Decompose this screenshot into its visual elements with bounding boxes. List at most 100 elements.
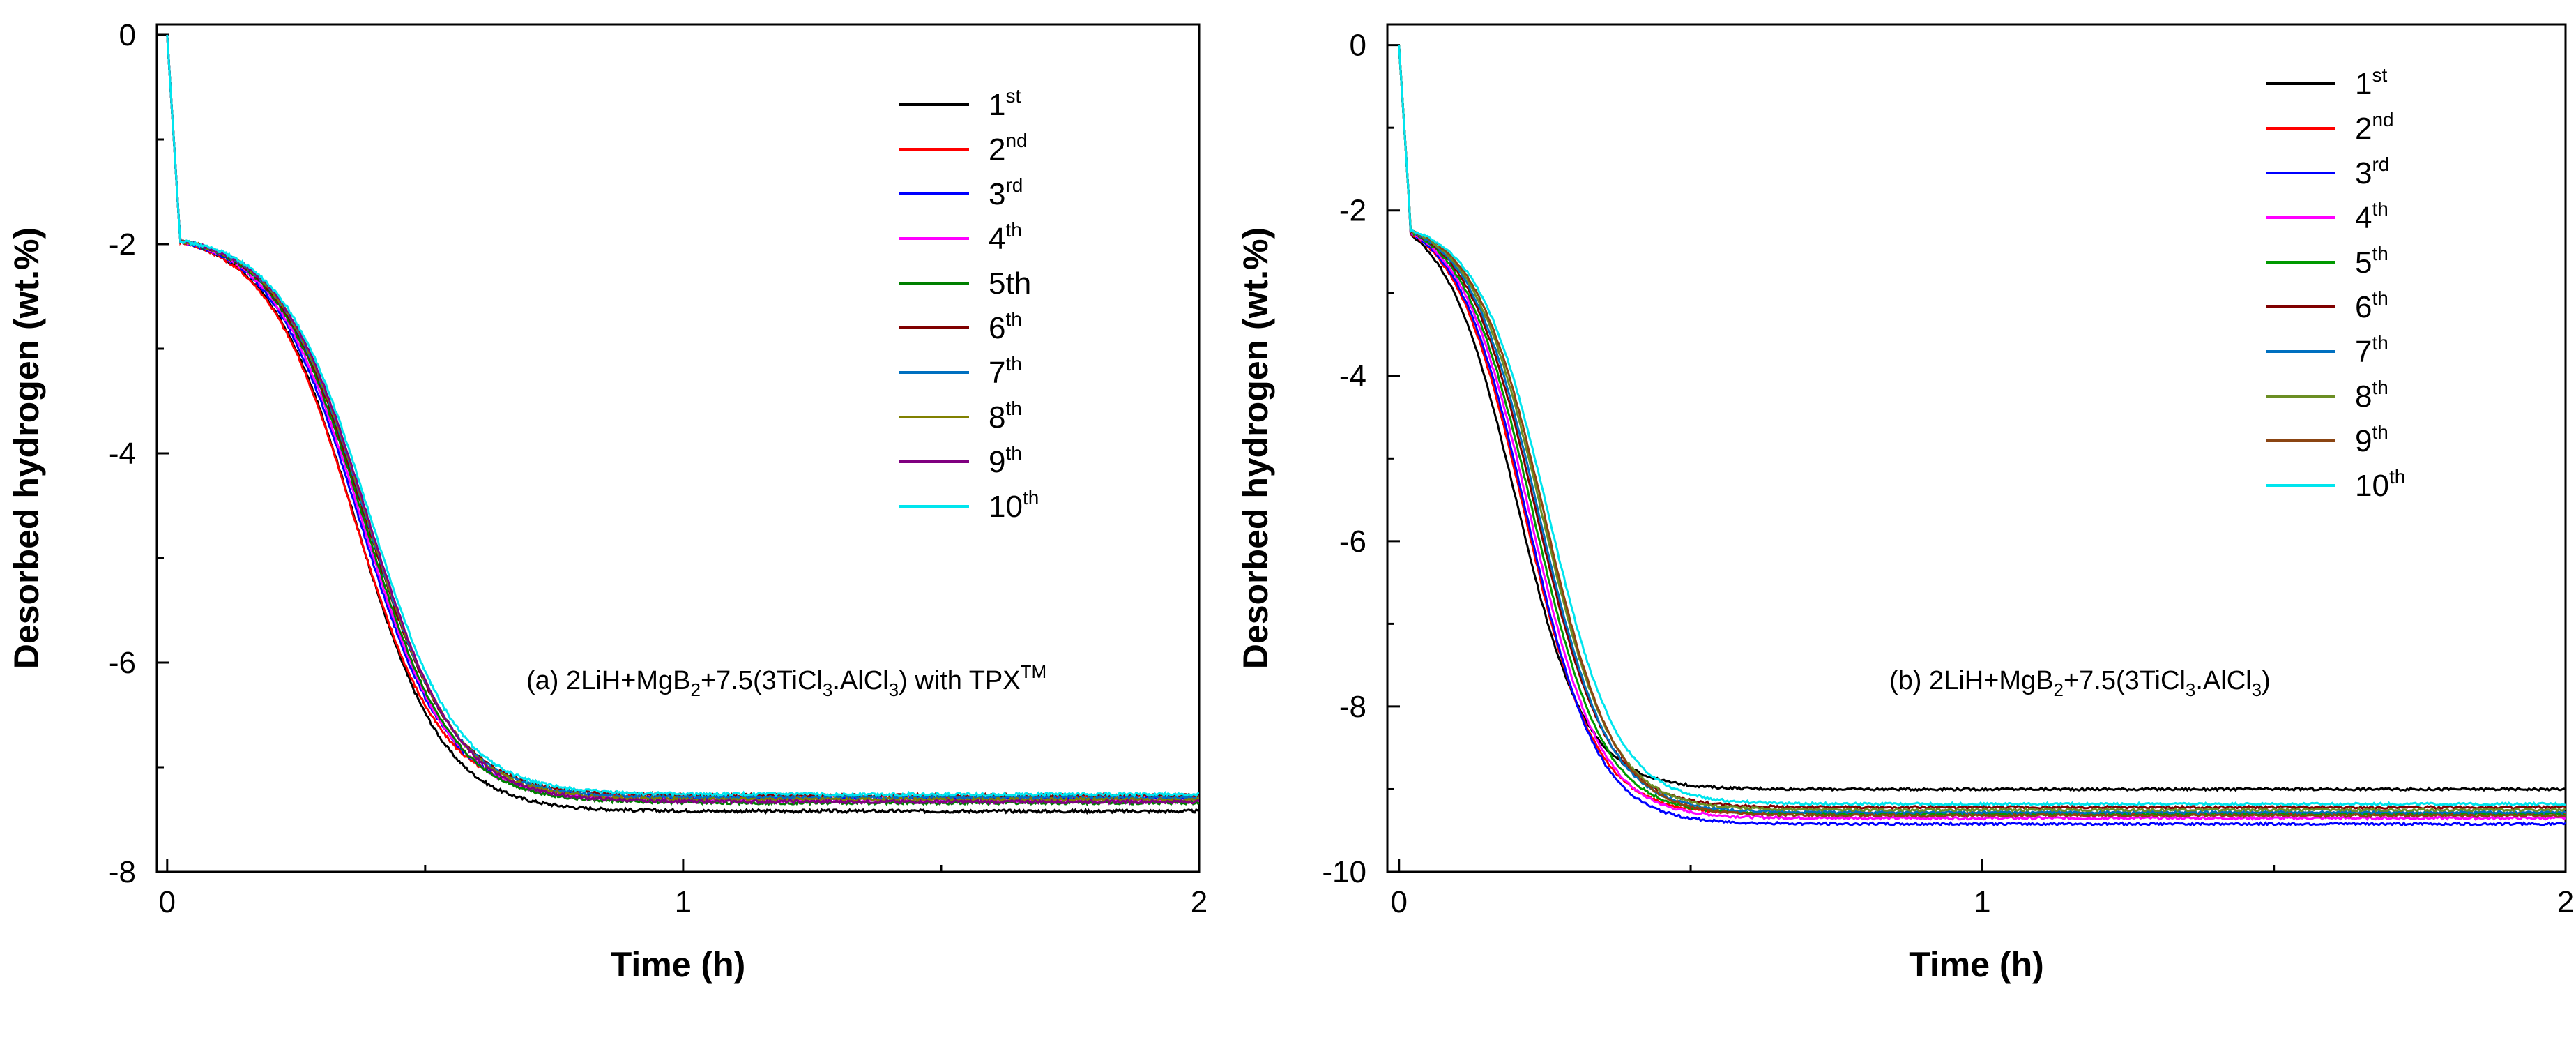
legend-label-sup: st bbox=[1005, 85, 1021, 107]
plot-frame bbox=[155, 23, 1201, 873]
legend-label-sup: rd bbox=[1005, 174, 1023, 196]
series-line bbox=[1398, 45, 2566, 819]
legend-label: 1st bbox=[2355, 64, 2387, 101]
legend-label-text: 3 bbox=[2355, 156, 2372, 190]
legend-label-text: 4 bbox=[989, 222, 1005, 256]
chart-annotation: (b) 2LiH+MgB2+7.5(3TiCl3.AlCl3) bbox=[1889, 666, 2271, 700]
annotation-sub: 3 bbox=[889, 679, 899, 700]
annotation-part: ) bbox=[2262, 666, 2271, 695]
legend-label: 6th bbox=[989, 308, 1022, 345]
chart-annotation: (a) 2LiH+MgB2+7.5(3TiCl3.AlCl3) with TPX… bbox=[526, 661, 1046, 700]
legend-label: 5th bbox=[989, 266, 1031, 301]
legend-label-sup: th bbox=[2389, 466, 2405, 488]
y-tick-label: -8 bbox=[1339, 690, 1366, 724]
legend-label: 7th bbox=[989, 353, 1022, 390]
series-line bbox=[1398, 45, 2566, 817]
legend-label-sup: th bbox=[1005, 398, 1021, 419]
legend-label-sup: th bbox=[2372, 243, 2388, 264]
x-tick-label: 0 bbox=[159, 885, 176, 919]
legend-label-text: 8 bbox=[989, 400, 1005, 435]
legend-label-text: 1 bbox=[989, 88, 1005, 122]
legend-label-sup: st bbox=[2372, 64, 2387, 86]
y-tick-label: -4 bbox=[109, 437, 136, 471]
legend-label: 10th bbox=[989, 487, 1039, 524]
legend-label: 2nd bbox=[989, 130, 1028, 167]
y-tick-label: -2 bbox=[109, 227, 136, 262]
legend-label-text: 9 bbox=[2355, 424, 2372, 458]
chart-panel-b: 0 1 2 0 -2 -4 -6 -8 -10 Time (h) Desorbed hydrogen… bbox=[1236, 23, 2574, 984]
annotation-sub: 2 bbox=[2053, 679, 2063, 700]
legend-label: 5th bbox=[2355, 243, 2388, 280]
legend-label-sup: th bbox=[2372, 377, 2388, 398]
legend-label-sup: th bbox=[1005, 219, 1021, 241]
legend-label: 6th bbox=[2355, 287, 2388, 324]
legend-label-text: 7 bbox=[2355, 335, 2372, 369]
chart-panel-a: 0 1 2 0 -2 -4 -6 -8 Time (h) Desorbed hydrogen (w… bbox=[7, 18, 1207, 984]
annotation-part: ) with TPX bbox=[899, 666, 1021, 695]
legend-label-text: 5 bbox=[2355, 246, 2372, 280]
x-tick-label: 2 bbox=[2557, 885, 2574, 919]
legend-label: 9th bbox=[2355, 421, 2388, 458]
annotation-part: +7.5(3TiCl bbox=[701, 666, 823, 695]
y-tick-label: -2 bbox=[1339, 194, 1366, 228]
x-tick-label: 1 bbox=[675, 885, 692, 919]
legend-label: 1st bbox=[989, 85, 1021, 122]
legend-label: 7th bbox=[2355, 332, 2388, 369]
legend-label-sup: th bbox=[1005, 353, 1021, 375]
legend-label-sup: th bbox=[2372, 198, 2388, 220]
y-tick-label: -10 bbox=[1322, 855, 1366, 889]
legend-label-text: 2 bbox=[989, 133, 1005, 167]
legend-label-sup: th bbox=[2372, 287, 2388, 309]
annotation-sup: TM bbox=[1021, 661, 1047, 682]
legend-label-sup: nd bbox=[2372, 109, 2393, 130]
legend-label-sup: nd bbox=[1005, 130, 1027, 151]
annotation-sub: 3 bbox=[2252, 679, 2262, 700]
series-line bbox=[1398, 45, 2566, 815]
legend-label: 4th bbox=[989, 219, 1022, 256]
y-tick-label: -6 bbox=[109, 646, 136, 680]
x-tick-label: 2 bbox=[1191, 885, 1207, 919]
legend-label-text: 8 bbox=[2355, 379, 2372, 414]
legend-label-text: 2 bbox=[2355, 112, 2372, 146]
y-tick-label: 0 bbox=[119, 18, 136, 52]
annotation-sub: 2 bbox=[690, 679, 700, 700]
legend-label: 3rd bbox=[989, 174, 1023, 211]
y-axis-title: Desorbed hydrogen (wt.%) bbox=[1236, 227, 1275, 669]
legend-label: 9th bbox=[989, 442, 1022, 479]
series-line bbox=[166, 34, 1199, 815]
y-tick-label: 0 bbox=[1350, 29, 1366, 63]
series-line bbox=[1398, 45, 2566, 827]
legend-label-text: 9 bbox=[989, 445, 1005, 479]
legend-label-text: 5th bbox=[989, 266, 1031, 301]
x-tick-label: 0 bbox=[1390, 885, 1407, 919]
legend-label-text: 10 bbox=[989, 490, 1023, 524]
legend-label-sup: th bbox=[2372, 332, 2388, 354]
legend-label-sup: th bbox=[2372, 421, 2388, 443]
legend-label-text: 4 bbox=[2355, 201, 2372, 235]
y-tick-label: -6 bbox=[1339, 524, 1366, 559]
annotation-part: +7.5(3TiCl bbox=[2064, 666, 2186, 695]
legend-label: 2nd bbox=[2355, 109, 2394, 146]
legend-label-text: 10 bbox=[2355, 469, 2389, 503]
legend-label: 8th bbox=[2355, 377, 2388, 414]
annotation-sub: 3 bbox=[823, 679, 832, 700]
plot-frame bbox=[1386, 23, 2567, 873]
series-line bbox=[166, 34, 1199, 799]
legend-label-text: 7 bbox=[989, 356, 1005, 390]
legend-label-sup: th bbox=[1005, 308, 1021, 330]
x-axis-title: Time (h) bbox=[1909, 945, 2044, 984]
legend-label: 10th bbox=[2355, 466, 2405, 503]
annotation-sub: 3 bbox=[2186, 679, 2195, 700]
legend-label-text: 6 bbox=[989, 311, 1005, 345]
legend-label-sup: rd bbox=[2372, 153, 2389, 175]
series-line bbox=[166, 34, 1199, 806]
y-axis-title: Desorbed hydrogen (wt.%) bbox=[7, 227, 46, 669]
legend-label-sup: th bbox=[1023, 487, 1039, 508]
legend-label-text: 1 bbox=[2355, 67, 2372, 101]
legend-label-text: 6 bbox=[2355, 290, 2372, 324]
series-line bbox=[1398, 45, 2566, 807]
x-axis-title: Time (h) bbox=[611, 945, 746, 984]
